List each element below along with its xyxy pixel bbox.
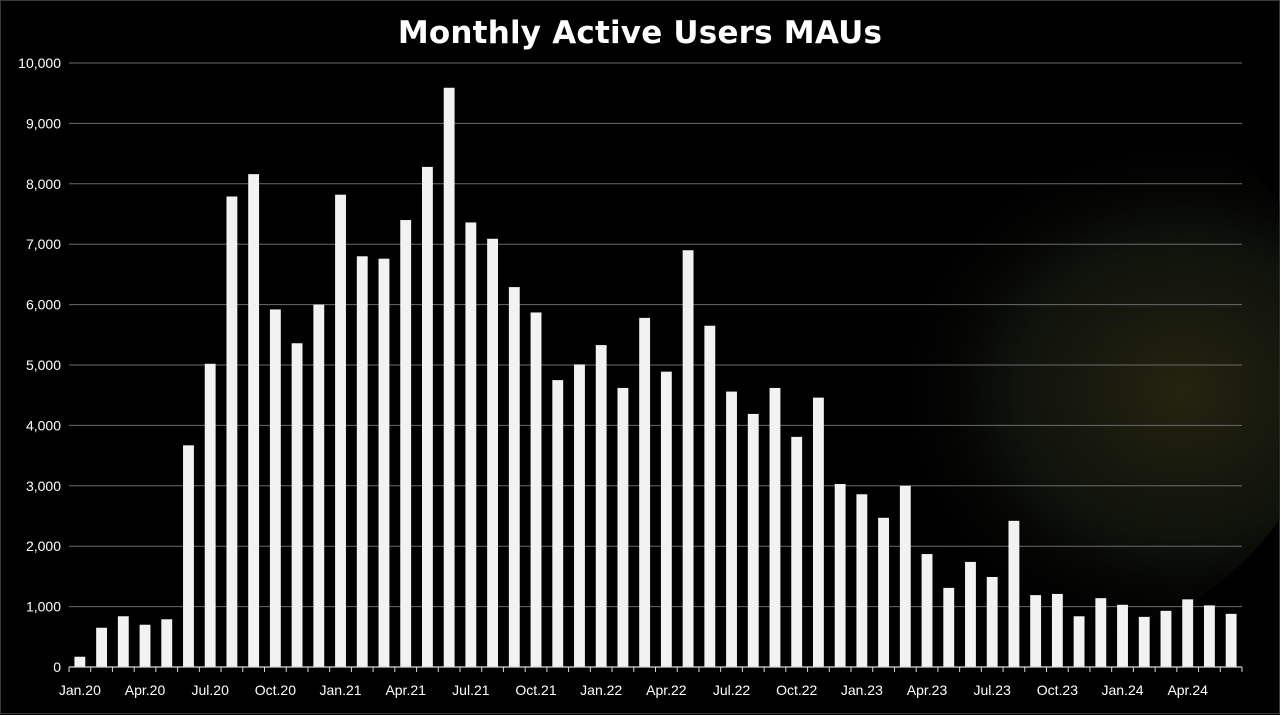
bar-Dec.22 [834,483,846,667]
bar-Aug.20 [226,196,238,667]
bar-Aug.23 [1008,520,1020,667]
x-tick-label: Oct.22 [776,682,817,698]
bar-May.23 [943,587,955,667]
bar-May.21 [421,166,433,667]
x-tick-label: Apr.23 [907,682,948,698]
bar-Oct.23 [1051,593,1063,667]
x-tick-label: Apr.20 [125,682,166,698]
y-tick-label: 7,000 [26,236,61,252]
bar-Nov.21 [552,380,564,667]
bar-May.20 [161,619,173,667]
bar-Jan.20 [74,656,86,667]
bar-Dec.20 [313,304,325,667]
y-tick-label: 10,000 [18,55,61,71]
bar-Sep.20 [248,174,260,668]
bar-Mar.22 [639,317,651,667]
bar-Nov.20 [291,343,303,667]
bar-Dec.23 [1095,598,1107,667]
y-tick-label: 8,000 [26,176,61,192]
x-tick-label: Apr.21 [385,682,426,698]
x-tick-label: Jul.22 [713,682,751,698]
y-tick-label: 3,000 [26,478,61,494]
x-tick-label: Oct.23 [1037,682,1078,698]
bar-Feb.22 [617,387,629,667]
bar-Jun.22 [704,325,716,667]
x-tick-label: Oct.21 [515,682,556,698]
y-axis-ticks: 0 1,000 2,000 3,000 4,000 5,000 6,000 7,000 8,00… [18,55,61,675]
x-tick-label: Jul.20 [192,682,230,698]
x-tick-label: Jul.21 [452,682,490,698]
bar-Oct.21 [530,312,542,667]
y-tick-label: 6,000 [26,297,61,313]
bar-Jan.22 [595,345,607,667]
bar-Jun.20 [183,445,194,667]
bar-Jun.24 [1225,613,1237,667]
x-axis-ticks: Jan.20 Apr.20 Jul.20 Oct.20 Jan.21 Apr.21 Jul.… [59,667,1243,698]
bar-Aug.21 [487,238,499,667]
bar-Mar.24 [1160,610,1172,667]
x-tick-label: Jul.23 [974,682,1012,698]
bar-Sep.21 [508,287,520,667]
bar-Apr.20 [139,624,151,667]
bar-Jun.23 [965,561,976,667]
y-tick-label: 2,000 [26,538,61,554]
gridlines [69,62,1242,608]
bar-Jul.23 [986,577,998,667]
y-tick-label: 1,000 [26,599,61,615]
x-tick-label: Jan.24 [1102,682,1144,698]
bar-Jan.23 [856,494,868,667]
bar-Feb.21 [356,256,368,667]
bar-Mar.23 [899,485,911,667]
y-tick-label: 9,000 [26,115,61,131]
bar-Sep.23 [1030,595,1042,667]
bar-Jan.24 [1117,604,1128,667]
bar-Sep.22 [769,387,781,667]
bar-Apr.22 [660,371,672,667]
y-tick-label: 5,000 [26,357,61,373]
x-tick-label: Apr.24 [1167,682,1208,698]
bar-May.22 [682,250,694,668]
bar-Jul.22 [726,391,737,667]
bar-Feb.24 [1138,616,1150,667]
bar-Jul.20 [204,363,216,667]
x-tick-label: Jan.23 [841,682,883,698]
y-tick-label: 4,000 [26,417,61,433]
bar-Dec.21 [574,364,585,667]
x-tick-label: Jan.22 [580,682,622,698]
bar-Apr.24 [1182,599,1194,667]
bar-Oct.22 [791,436,803,667]
bar-Apr.23 [921,554,933,667]
background-decoration [651,61,1280,661]
bar-May.24 [1203,605,1215,667]
bar-Jun.21 [443,87,455,668]
bar-Apr.21 [400,220,412,668]
bar-Mar.20 [117,616,129,667]
bar-Oct.20 [269,309,281,667]
x-tick-label: Jan.21 [320,682,362,698]
bar-Nov.22 [812,397,824,667]
bar-Feb.23 [878,517,890,667]
y-tick-label: 0 [53,659,61,675]
bar-Jan.21 [335,194,346,667]
bar-Jul.21 [465,222,477,667]
bars [74,87,1237,668]
bar-Nov.23 [1073,616,1085,667]
x-tick-label: Apr.22 [646,682,687,698]
bar-Feb.20 [96,627,108,667]
bar-Aug.22 [747,413,759,667]
x-tick-label: Jan.20 [59,682,101,698]
x-tick-label: Oct.20 [255,682,296,698]
bar-Mar.21 [378,258,390,667]
chart-title: Monthly Active Users MAUs [397,15,883,51]
